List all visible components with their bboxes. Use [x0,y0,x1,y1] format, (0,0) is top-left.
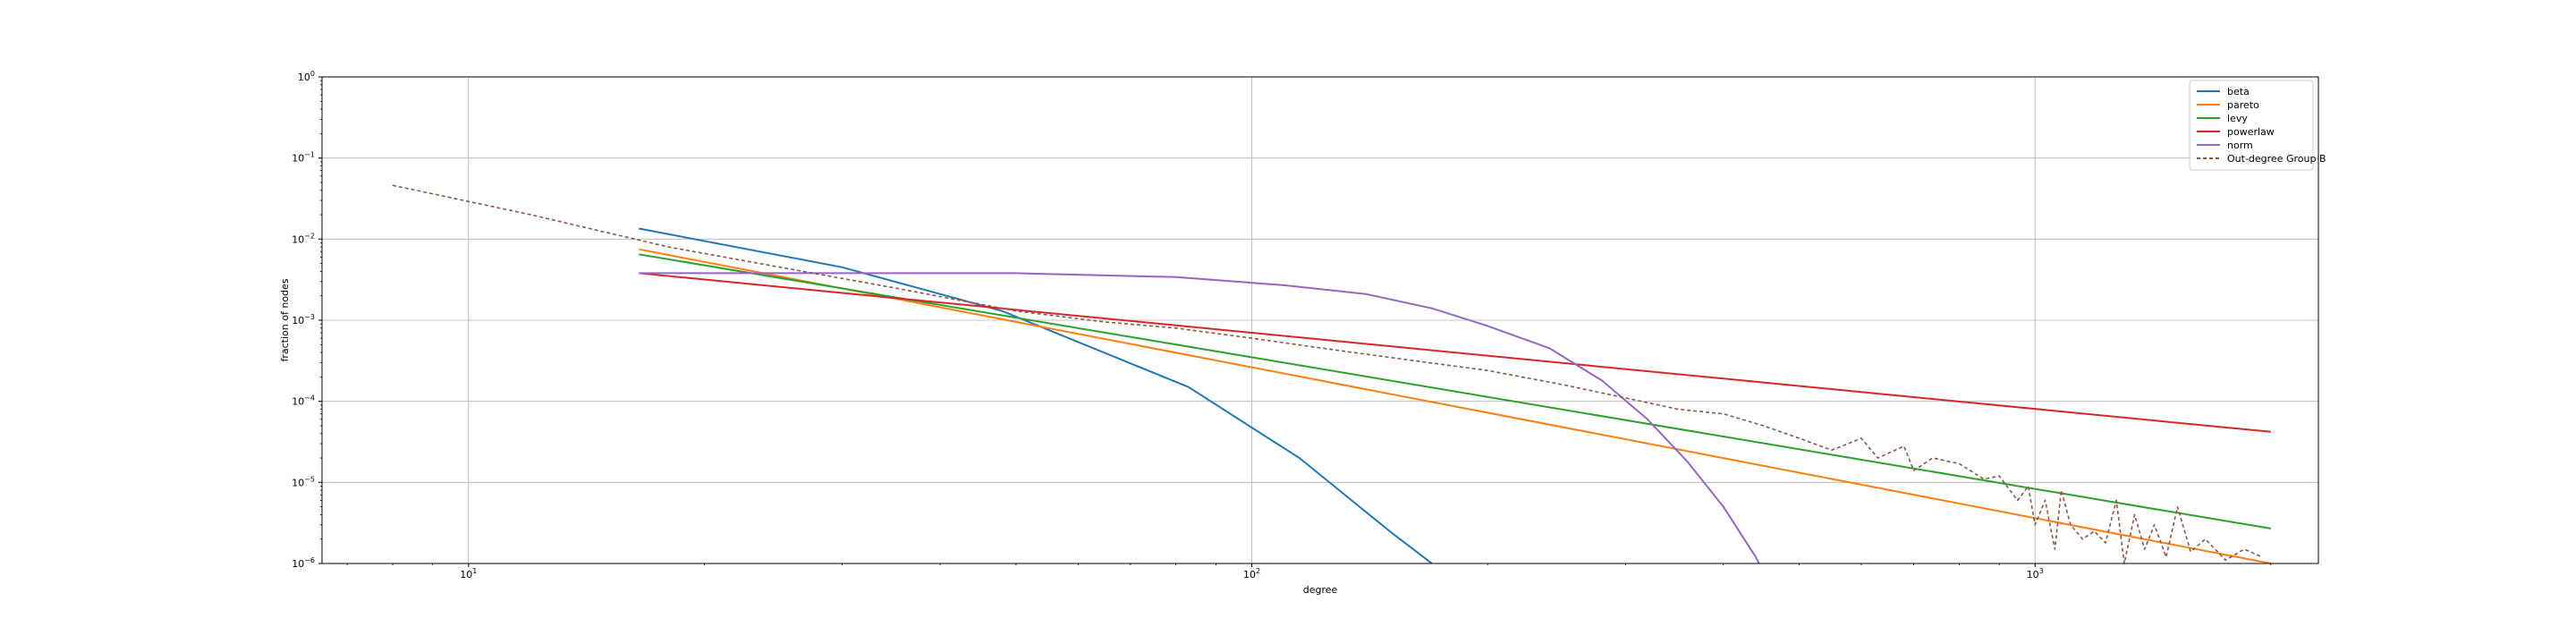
series-line [392,184,2263,564]
series-layer [392,184,2271,564]
y-tick-label: 10−2 [292,232,315,245]
series-line [639,248,2271,564]
legend: beta pareto levy powerlaw norm Out-degree Gro… [2189,80,2326,171]
y-tick-label: 10−3 [292,313,315,326]
x-tick-label: 103 [2027,567,2044,580]
y-tick-label: 10−5 [292,475,315,488]
legend-label: Out-degree Group B [2227,153,2326,165]
y-tick-label: 100 [298,70,315,83]
y-tick-label: 10−4 [292,394,315,408]
x-tick-label: 102 [1243,567,1260,580]
ticks: 101 102 103 100 10−1 10−2 10−3 10−4 10−5 10−6 [292,70,2272,580]
legend-label: pareto [2227,99,2259,111]
y-tick-label: 10−1 [292,151,315,165]
legend-label: levy [2227,113,2248,124]
series-line [639,272,2271,433]
legend-box [2189,80,2314,171]
y-axis-label: fraction of nodes [279,278,291,361]
x-tick-label: 101 [460,567,477,580]
legend-label: beta [2227,86,2250,97]
legend-label: norm [2227,140,2253,151]
series-line [639,227,1434,564]
series-line [639,272,1760,564]
x-axis-label: degree [1303,584,1338,596]
legend-label: powerlaw [2227,126,2275,138]
y-tick-label: 10−6 [292,556,315,570]
